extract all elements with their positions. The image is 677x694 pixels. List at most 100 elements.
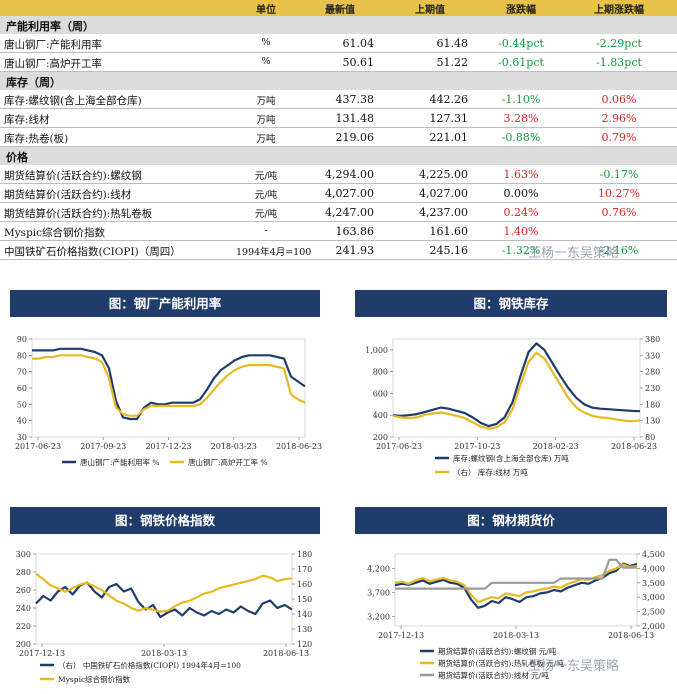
- row-latest: 61.04: [342, 37, 375, 50]
- row-latest: 4,294.00: [325, 168, 374, 181]
- row-change: -1.32%: [501, 244, 541, 257]
- header-prev: 上期值: [415, 5, 445, 16]
- y2-tick-label: 130: [297, 625, 312, 634]
- y-tick-label: 4,200: [367, 564, 390, 573]
- row-prev-change: 2.96%: [601, 112, 637, 125]
- header-change: 涨跌幅: [506, 5, 536, 16]
- row-prev-change: 10.27%: [598, 187, 640, 200]
- row-name: 库存:线材: [4, 114, 50, 126]
- legend-label: 期货结算价(活跃合约):线材 元/吨: [438, 670, 549, 680]
- y-tick-label: 3,700: [367, 588, 390, 597]
- row-prev: 4,237.00: [419, 206, 468, 219]
- y2-tick-label: 160: [297, 580, 312, 589]
- chart-capacity-utilization: 图：钢厂产能利用率 30 40 50 60 70 80 90 2017-06-23 2017-0…: [0, 287, 330, 487]
- y-tick-label: 400: [373, 411, 388, 420]
- chart-title: 图：钢厂产能利用率: [10, 290, 320, 317]
- legend-label: 库存:螺纹钢(含上海全部仓库) 万吨: [453, 453, 569, 463]
- plot-frame: [394, 553, 638, 627]
- x-tick-label: 2018-06-23: [611, 442, 657, 451]
- x-tick-label: 2018-06-23: [276, 442, 322, 451]
- x-tick-label: 2017-06-23: [376, 442, 422, 451]
- row-unit: %: [261, 37, 271, 48]
- x-tick-label: 2017-09-23: [80, 442, 126, 451]
- row-prev: 442.26: [429, 93, 469, 106]
- table-header: 单位 最新值 上期值 涨跌幅 上期涨跌幅: [0, 0, 677, 16]
- y-tick-label: 600: [373, 389, 388, 398]
- y-tick-label: 1,000: [365, 346, 388, 355]
- y2-tick-label: 170: [297, 565, 312, 574]
- row-change: -0.44pct: [498, 37, 544, 50]
- x-tick-label: 2017-06-23: [15, 442, 61, 451]
- x-tick-label: 2017-12-23: [145, 442, 191, 451]
- row-prev-change: -0.17%: [599, 168, 639, 181]
- x-tick-label: 2018-03-23: [211, 442, 257, 451]
- legend-label: （右） 库存:线材 万吨: [453, 467, 528, 477]
- y2-tick-label: 230: [645, 384, 660, 393]
- series-line-2: [392, 351, 641, 430]
- table-row: 期货结算价(活跃合约):线材 元/吨 4,027.00 4,027.00 0.00% 10…: [0, 184, 677, 203]
- row-prev-change: -1.83pct: [596, 56, 642, 69]
- header-latest: 最新值: [325, 5, 355, 16]
- y-tick-label: 240: [16, 604, 31, 613]
- series-line-1: [35, 581, 293, 619]
- chart-title: 图：钢材期货价: [355, 507, 667, 534]
- row-name: 唐山钢厂:高炉开工率: [4, 58, 103, 70]
- y-tick-label: 70: [17, 368, 27, 377]
- y-tick-label: 40: [17, 417, 27, 426]
- section-title: 库存（周）: [6, 76, 61, 89]
- row-prev: 61.48: [436, 37, 469, 50]
- header-prev-change: 上期涨跌幅: [594, 5, 644, 16]
- row-prev: 127.31: [429, 112, 469, 125]
- y-tick-label: 200: [16, 640, 31, 649]
- x-tick-label: 2018-02-23: [533, 442, 579, 451]
- x-tick-label: 2018-03-13: [141, 649, 187, 658]
- y2-tick-label: 3,500: [642, 579, 665, 588]
- section-title: 价格: [6, 151, 28, 164]
- y2-tick-label: 280: [645, 368, 660, 377]
- row-change: 3.28%: [503, 112, 539, 125]
- table-row: 库存:螺纹钢(含上海全部仓库) 万吨 437.38 442.26 -1.10% 0.06%: [0, 90, 677, 109]
- x-tick-label: 2017-12-13: [19, 649, 65, 658]
- y-tick-label: 60: [17, 384, 27, 393]
- y2-tick-label: 140: [297, 610, 312, 619]
- series-line-3: [395, 558, 637, 590]
- section-header: 价格: [0, 147, 677, 165]
- chart-svg: 200 400 600 800 1,000 80 130 180 230 280 330 380 201…: [365, 335, 660, 477]
- row-change: 1.63%: [503, 168, 539, 181]
- row-latest: 219.06: [335, 131, 375, 144]
- row-change: 0.00%: [503, 187, 539, 200]
- row-unit: 万吨: [256, 96, 276, 107]
- row-change: -0.61pct: [498, 56, 544, 69]
- legend-label: （右） 中国铁矿石价格指数(CIOPI) 1994年4月=100: [58, 660, 241, 670]
- plot-frame: [35, 553, 293, 645]
- row-name: 唐山钢厂:产能利用率: [4, 39, 103, 51]
- row-prev-change: 0.79%: [601, 131, 637, 144]
- y2-tick-label: 2,500: [642, 608, 665, 617]
- row-change: 1.40%: [503, 225, 539, 238]
- x-tick-label: 2018-06-13: [608, 631, 654, 640]
- row-unit: 1994年4月=100: [236, 247, 312, 258]
- row-latest: 4,247.00: [325, 206, 374, 219]
- row-prev-change: 0.06%: [601, 93, 637, 106]
- row-prev: 221.01: [429, 131, 469, 144]
- chart-svg: 30 40 50 60 70 80 90 2017-06-23 2017-09-23 2017-1…: [15, 335, 322, 467]
- row-prev: 4,225.00: [419, 168, 468, 181]
- row-unit: 万吨: [256, 134, 276, 145]
- table-row: Myspic综合钢价指数 - 163.86 161.60 1.40%: [0, 222, 677, 241]
- y2-tick-label: 130: [645, 417, 660, 426]
- chart-steel-futures-price: 图：钢材期货价 3,200 3,700 4,200 2,000 2,500 3,000 3,…: [345, 504, 677, 694]
- chart-title: 图：钢铁库存: [355, 290, 667, 317]
- y-tick-label: 80: [17, 351, 27, 360]
- y-tick-label: 200: [373, 433, 388, 442]
- header-unit: 单位: [256, 5, 276, 16]
- row-prev: 51.22: [436, 56, 469, 69]
- y-tick-label: 50: [17, 400, 27, 409]
- row-name: Myspic综合钢价指数: [4, 227, 106, 239]
- data-table: 单位 最新值 上期值 涨跌幅 上期涨跌幅 产能利用率（周） 唐山钢厂:产能利用率%…: [0, 0, 677, 277]
- y-tick-label: 280: [16, 568, 31, 577]
- row-latest: 131.48: [335, 112, 375, 125]
- chart-steel-inventory: 图：钢铁库存 200 400 600 800 1,000 80 130 180 230 280 33…: [345, 287, 677, 487]
- y2-tick-label: 3,000: [642, 593, 665, 602]
- chart-svg: 200 220 240 260 280 300 120 130 140 150 160 170 180 2…: [16, 550, 313, 684]
- row-change: -1.10%: [501, 93, 541, 106]
